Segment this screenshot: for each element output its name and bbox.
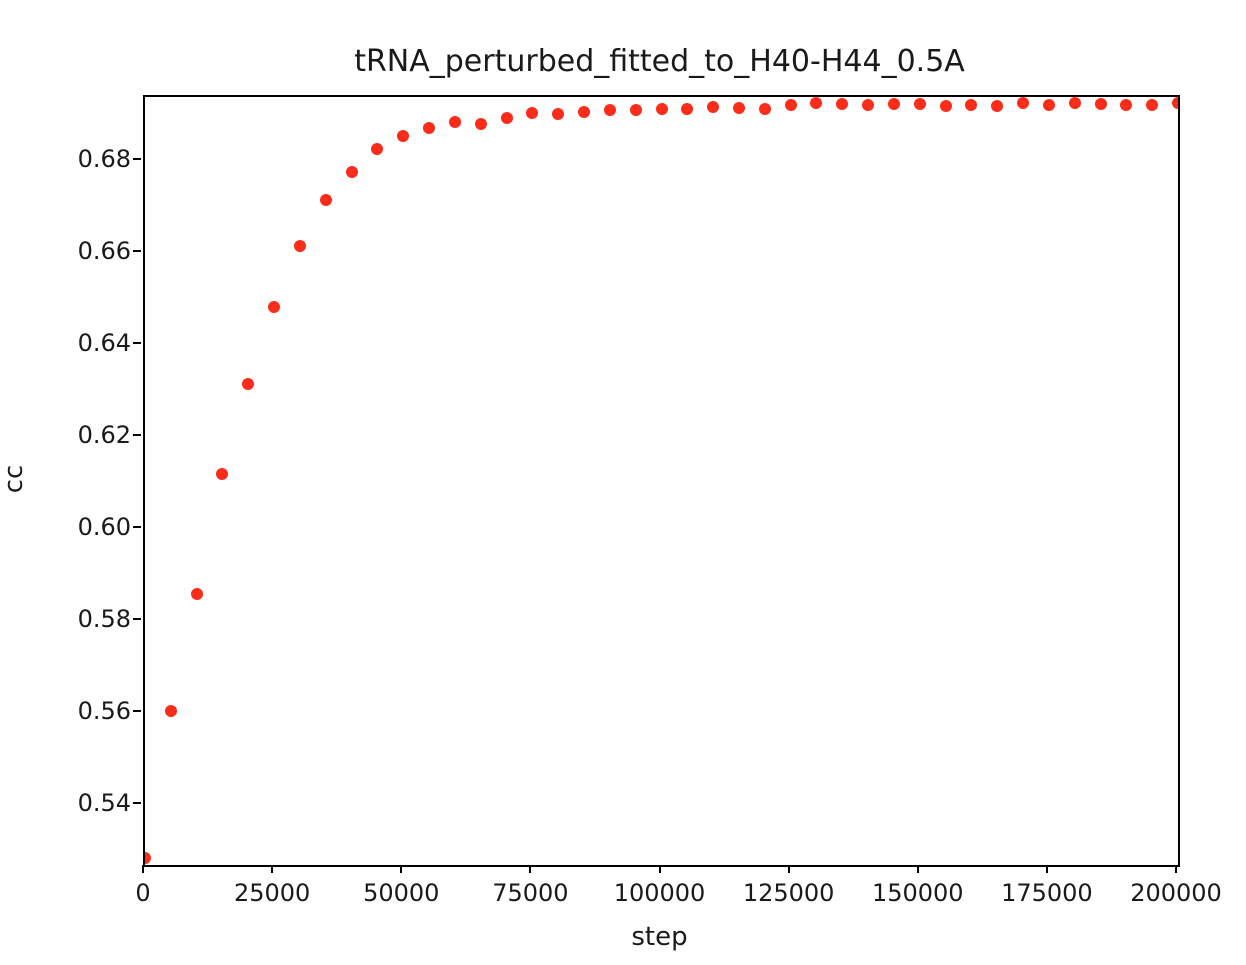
x-tick-label: 0: [135, 879, 151, 907]
data-point: [164, 704, 177, 717]
data-point: [371, 142, 384, 155]
data-point: [707, 100, 720, 113]
data-point: [758, 103, 771, 116]
data-point: [1068, 97, 1081, 109]
data-point: [732, 101, 745, 114]
x-axis-label: step: [631, 922, 688, 952]
chart-title: tRNA_perturbed_fitted_to_H40-H44_0.5A: [354, 44, 965, 79]
data-point: [145, 852, 151, 865]
data-point: [268, 300, 281, 313]
y-tick-mark: [133, 710, 141, 713]
x-tick-label: 125000: [742, 879, 835, 907]
data-point: [1146, 98, 1159, 111]
x-tick-label: 75000: [492, 879, 569, 907]
y-tick-mark: [133, 526, 141, 529]
x-tick-label: 25000: [233, 879, 311, 907]
data-point: [991, 99, 1004, 112]
y-tick-label: 0.54: [77, 789, 131, 818]
data-point: [216, 468, 229, 481]
data-point: [810, 97, 823, 109]
x-tick-label: 200000: [1130, 879, 1222, 907]
y-tick-label: 0.64: [77, 329, 131, 358]
x-tick-label: 50000: [363, 879, 440, 907]
y-tick-label: 0.68: [77, 145, 131, 174]
data-point: [293, 239, 306, 252]
data-point: [836, 97, 849, 110]
data-point: [1172, 97, 1178, 109]
y-axis-label: cc: [0, 464, 29, 494]
data-point: [1120, 98, 1133, 111]
data-point: [887, 97, 900, 110]
data-point: [603, 103, 616, 116]
data-point: [681, 103, 694, 116]
data-point: [552, 107, 565, 120]
y-tick-mark: [133, 342, 141, 345]
data-point: [190, 587, 203, 600]
data-point: [629, 103, 642, 116]
data-point: [345, 165, 358, 178]
data-point: [1094, 97, 1107, 110]
data-point: [862, 98, 875, 111]
y-tick-mark: [133, 802, 141, 805]
plot-area: [143, 95, 1180, 867]
y-tick-label: 0.66: [77, 237, 131, 266]
data-point: [500, 111, 513, 124]
x-tick-label: 150000: [871, 879, 964, 907]
data-point: [397, 129, 410, 142]
data-point: [655, 103, 668, 116]
data-point: [913, 97, 926, 110]
x-tick-label: 100000: [613, 879, 706, 907]
data-point: [448, 115, 461, 128]
y-tick-label: 0.56: [77, 697, 131, 726]
y-tick-mark: [133, 250, 141, 253]
data-point: [474, 118, 487, 131]
y-tick-mark: [133, 618, 141, 621]
data-point: [578, 105, 591, 118]
x-tick-label: 175000: [1001, 879, 1093, 907]
data-point: [423, 121, 436, 134]
y-tick-mark: [133, 434, 141, 437]
data-point: [965, 98, 978, 111]
y-tick-mark: [133, 158, 141, 161]
y-tick-label: 0.60: [77, 513, 131, 542]
data-point: [1042, 98, 1055, 111]
data-point: [526, 107, 539, 120]
data-point: [939, 99, 952, 112]
data-point: [242, 377, 255, 390]
y-tick-label: 0.62: [77, 421, 131, 450]
y-tick-label: 0.58: [77, 605, 131, 634]
data-point: [319, 194, 332, 206]
data-point: [1017, 97, 1030, 110]
data-point: [784, 98, 797, 111]
